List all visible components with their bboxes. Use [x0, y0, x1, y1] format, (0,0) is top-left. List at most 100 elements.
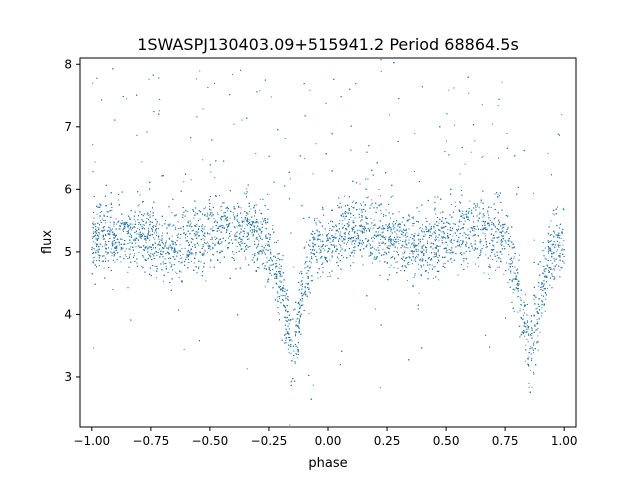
data-point: [316, 230, 318, 232]
data-point: [142, 235, 144, 237]
data-point: [331, 229, 333, 231]
data-point: [353, 200, 355, 202]
data-point: [161, 225, 163, 227]
data-point: [494, 253, 496, 255]
data-point: [195, 78, 197, 80]
data-point: [274, 263, 276, 265]
data-point: [503, 226, 505, 228]
data-point: [524, 321, 526, 323]
data-point: [101, 260, 103, 262]
data-point: [415, 255, 417, 257]
data-point: [105, 222, 107, 224]
data-point: [528, 382, 530, 384]
data-point: [418, 210, 420, 212]
data-point: [459, 244, 461, 246]
data-point: [290, 381, 292, 383]
data-point: [417, 256, 419, 258]
data-point: [373, 219, 375, 221]
data-point: [297, 346, 299, 348]
data-point: [246, 368, 248, 370]
data-point: [562, 248, 564, 250]
data-point: [195, 212, 197, 214]
data-point: [181, 257, 183, 259]
data-point: [397, 236, 399, 238]
data-point: [155, 251, 157, 253]
data-point: [153, 225, 155, 227]
data-point: [425, 250, 427, 252]
data-point: [245, 214, 247, 216]
data-point: [346, 243, 347, 245]
data-point: [509, 240, 511, 242]
chart-title: 1SWASPJ130403.09+515941.2 Period 68864.5…: [137, 35, 519, 54]
data-point: [295, 325, 297, 327]
data-point: [267, 193, 269, 195]
data-point: [392, 223, 394, 225]
data-point: [412, 225, 414, 227]
data-point: [115, 235, 117, 237]
data-point: [111, 255, 113, 257]
data-point: [372, 227, 374, 229]
data-point: [413, 170, 415, 172]
data-point: [439, 212, 441, 214]
data-point: [193, 262, 195, 264]
data-point: [150, 253, 152, 255]
data-point: [508, 269, 510, 271]
data-point: [175, 226, 177, 228]
data-point: [286, 330, 288, 332]
data-point: [219, 194, 221, 196]
data-point: [216, 221, 218, 223]
data-point: [134, 226, 136, 228]
data-point: [158, 238, 160, 240]
data-point: [483, 222, 485, 224]
data-point: [180, 280, 182, 282]
data-point: [171, 212, 173, 214]
data-point: [298, 323, 300, 325]
data-point: [423, 244, 425, 246]
data-point: [204, 226, 206, 228]
data-point: [237, 202, 239, 204]
data-point: [464, 163, 466, 165]
data-point: [501, 253, 503, 255]
data-point: [190, 222, 192, 224]
data-point: [127, 271, 129, 273]
data-point: [280, 295, 282, 297]
data-point: [531, 386, 533, 388]
data-point: [255, 227, 257, 229]
data-point: [192, 253, 194, 255]
data-point: [324, 259, 326, 261]
data-point: [493, 245, 495, 247]
data-point: [145, 222, 147, 224]
data-point: [351, 241, 353, 243]
data-point: [329, 259, 331, 261]
data-point: [527, 320, 529, 322]
data-point: [253, 256, 255, 258]
data-point: [437, 251, 439, 253]
data-point: [408, 264, 410, 266]
data-point: [321, 245, 323, 247]
data-point: [431, 258, 433, 260]
data-point: [511, 242, 513, 244]
data-point: [258, 267, 260, 269]
data-point: [336, 249, 338, 251]
data-point: [180, 254, 182, 256]
data-point: [282, 285, 284, 287]
data-point: [115, 218, 117, 220]
data-point: [231, 74, 233, 76]
data-point: [310, 262, 312, 264]
data-point: [409, 253, 411, 255]
data-point: [149, 245, 151, 247]
data-point: [530, 327, 532, 329]
data-point: [547, 152, 549, 154]
data-point: [183, 229, 185, 231]
data-point: [305, 283, 307, 285]
data-point: [199, 70, 201, 72]
data-point: [113, 225, 115, 227]
data-point: [285, 317, 287, 319]
data-point: [475, 263, 477, 265]
data-point: [523, 332, 525, 334]
data-point: [448, 89, 450, 91]
data-point: [390, 230, 392, 232]
data-point: [99, 248, 101, 250]
data-point: [528, 356, 530, 358]
data-point: [536, 319, 538, 321]
